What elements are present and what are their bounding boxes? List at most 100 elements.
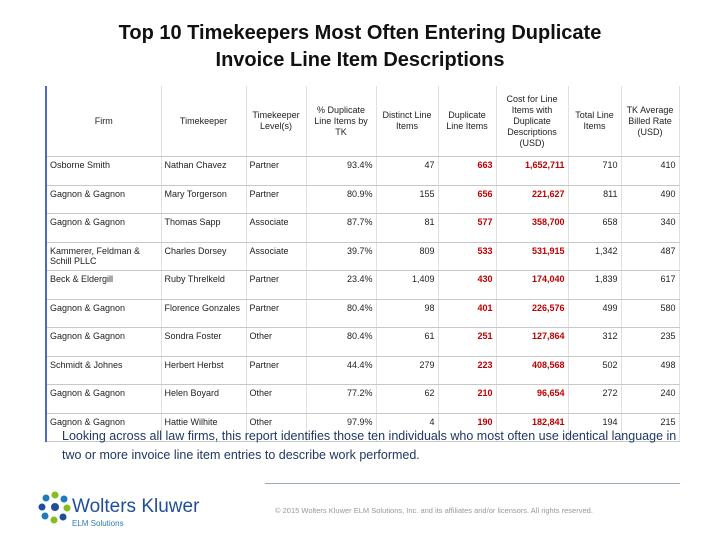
table-cell: 663 — [438, 156, 497, 186]
table-cell: 401 — [438, 299, 497, 328]
table-cell: 531,915 — [496, 242, 569, 271]
table-cell: Hattie Wilhite — [161, 413, 247, 442]
table-cell: Other — [246, 413, 307, 442]
table-cell: Partner — [246, 156, 307, 186]
table-cell: Charles Dorsey — [161, 242, 247, 271]
table-cell: Other — [246, 327, 307, 357]
table-cell: 221,627 — [496, 185, 569, 214]
table-cell: 182,841 — [496, 413, 569, 442]
table-cell: 430 — [438, 270, 497, 300]
table-cell: 47 — [376, 156, 439, 186]
table-cell: 577 — [438, 213, 497, 243]
column-header: Duplicate Line Items — [438, 86, 497, 157]
table-cell: 61 — [376, 327, 439, 357]
table-cell: Partner — [246, 270, 307, 300]
table-cell: 80.4% — [306, 299, 377, 328]
table-cell: Gagnon & Gagnon — [46, 384, 162, 414]
table-cell: 656 — [438, 185, 497, 214]
table-cell: Partner — [246, 299, 307, 328]
table-row: Beck & Eldergill Ruby Threlkeld Partner 23.… — [46, 270, 680, 300]
column-header: Total Line Items — [568, 86, 622, 157]
timekeeper-table: Firm Timekeeper Timekeeper Level(s)% Dupli… — [45, 86, 680, 442]
table-cell: 39.7% — [306, 242, 377, 271]
footer-rule — [265, 483, 680, 484]
table-cell: 487 — [621, 242, 680, 271]
column-header: Cost for Line Items with Duplicate Descr… — [496, 86, 569, 157]
table-cell: Ruby Threlkeld — [161, 270, 247, 300]
table-cell: 226,576 — [496, 299, 569, 328]
table-cell: Associate — [246, 242, 307, 271]
table-cell: 96,654 — [496, 384, 569, 414]
table-cell: 502 — [568, 356, 622, 385]
table-cell: 98 — [376, 299, 439, 328]
table-row: Kammerer, Feldman & Schill PLLC Charles D… — [46, 242, 680, 271]
summary-note: Looking across all law firms, this repor… — [62, 429, 677, 462]
table-cell: 1,409 — [376, 270, 439, 300]
column-header: TK Average Billed Rate (USD) — [621, 86, 680, 157]
table-cell: 23.4% — [306, 270, 377, 300]
table-cell: 340 — [621, 213, 680, 243]
table-body: Osborne Smith Nathan Chavez Partner 93.4% 47… — [46, 156, 680, 442]
table-cell: 93.4% — [306, 156, 377, 186]
table-cell: 811 — [568, 185, 622, 214]
table-cell: Associate — [246, 213, 307, 243]
table-cell: 97.9% — [306, 413, 377, 442]
table-cell: 1,839 — [568, 270, 622, 300]
table-cell: Gagnon & Gagnon — [46, 413, 162, 442]
table-cell: 617 — [621, 270, 680, 300]
table-cell: 498 — [621, 356, 680, 385]
header-row: Firm Timekeeper Timekeeper Level(s)% Dupli… — [46, 86, 680, 157]
table-cell: 408,568 — [496, 356, 569, 385]
table-row: Gagnon & Gagnon Thomas Sapp Associate 87.7%… — [46, 213, 680, 243]
column-header: Timekeeper — [161, 86, 247, 157]
table-cell: 81 — [376, 213, 439, 243]
table-cell: 658 — [568, 213, 622, 243]
table-cell: 80.4% — [306, 327, 377, 357]
table-cell: 279 — [376, 356, 439, 385]
table-cell: Sondra Foster — [161, 327, 247, 357]
table-cell: 80.9% — [306, 185, 377, 214]
table-cell: Nathan Chavez — [161, 156, 247, 186]
table-cell: 127,864 — [496, 327, 569, 357]
table-cell: 251 — [438, 327, 497, 357]
table-cell: Herbert Herbst — [161, 356, 247, 385]
table-cell: 312 — [568, 327, 622, 357]
table-cell: 77.2% — [306, 384, 377, 414]
table-cell: 533 — [438, 242, 497, 271]
table-row: Osborne Smith Nathan Chavez Partner 93.4% 47… — [46, 156, 680, 186]
table-cell: 235 — [621, 327, 680, 357]
table-cell: Partner — [246, 356, 307, 385]
title-line: Top 10 Timekeepers Most Often Entering D… — [118, 22, 602, 44]
table-cell: 1,342 — [568, 242, 622, 271]
table-cell: 490 — [621, 185, 680, 214]
title-line: Invoice Line Item Descriptions — [215, 49, 505, 71]
table-cell: 44.4% — [306, 356, 377, 385]
table-row: Gagnon & Gagnon Sondra Foster Other 80.4% 61… — [46, 327, 680, 357]
table-cell: 240 — [621, 384, 680, 414]
copyright: © 2015 Wolters Kluwer ELM Solutions, Inc… — [275, 506, 593, 515]
brand-name: Wolters Kluwer — [72, 496, 200, 517]
table-cell: 223 — [438, 356, 497, 385]
table-cell: 190 — [438, 413, 497, 442]
table-cell: Gagnon & Gagnon — [46, 213, 162, 243]
brand-subtitle: ELM Solutions — [72, 519, 124, 528]
table-cell: Other — [246, 384, 307, 414]
column-header: % Duplicate Line Items by TK — [306, 86, 377, 157]
table-cell: Gagnon & Gagnon — [46, 299, 162, 328]
table-cell: Schmidt & Johnes — [46, 356, 162, 385]
column-header: Distinct Line Items — [376, 86, 439, 157]
table-cell: 710 — [568, 156, 622, 186]
table-cell: 1,652,711 — [496, 156, 569, 186]
logo-dots — [38, 491, 71, 524]
table-cell: 210 — [438, 384, 497, 414]
table-cell: Florence Gonzales — [161, 299, 247, 328]
table-cell: 174,040 — [496, 270, 569, 300]
table-row: Gagnon & Gagnon Helen Boyard Other 77.2% 62 2… — [46, 384, 680, 414]
table-cell: 410 — [621, 156, 680, 186]
table-cell: Helen Boyard — [161, 384, 247, 414]
column-header: Timekeeper Level(s) — [246, 86, 307, 157]
table-row: Gagnon & Gagnon Hattie Wilhite Other 97.9% 4… — [46, 413, 680, 442]
table-cell: 155 — [376, 185, 439, 214]
table-cell: Beck & Eldergill — [46, 270, 162, 300]
